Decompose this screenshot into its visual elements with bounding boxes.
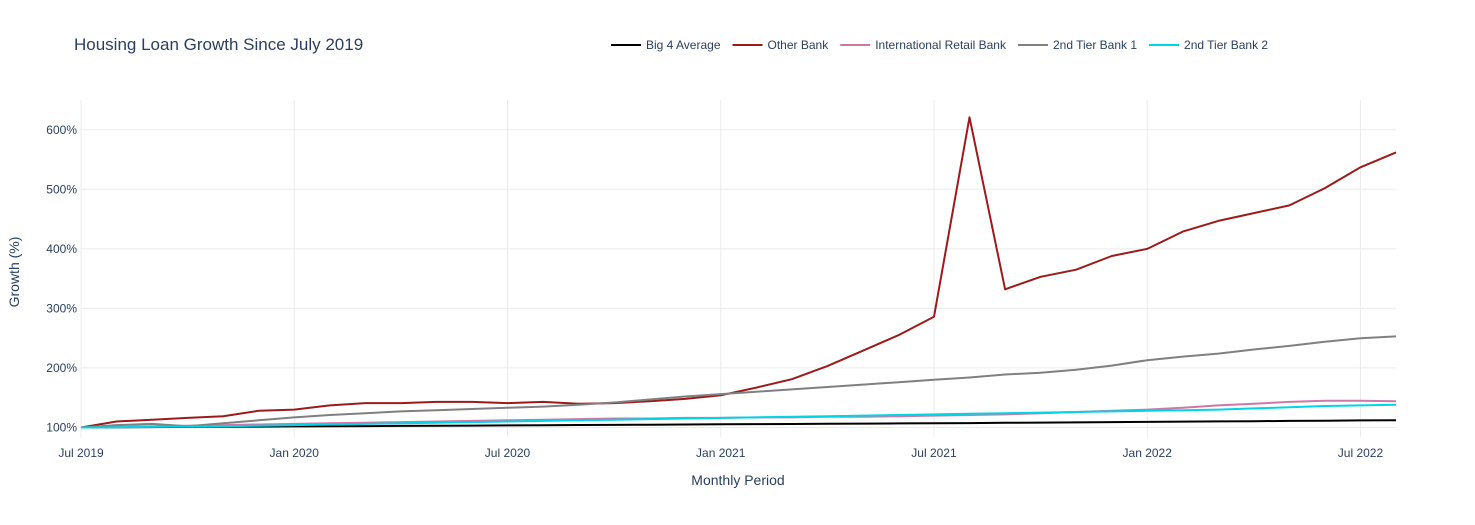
y-tick-label: 500%: [46, 182, 77, 196]
legend-item-2nd-tier-bank-2: 2nd Tier Bank 2: [1149, 38, 1268, 52]
legend-label: Other Bank: [768, 38, 830, 52]
x-tick-label: Jul 2019: [58, 446, 104, 460]
y-tick-label: 600%: [46, 123, 77, 137]
y-tick-label: 200%: [46, 361, 77, 375]
x-tick-label: Jul 2020: [485, 446, 531, 460]
legend-item-other-bank: Other Bank: [732, 38, 830, 52]
series-line-2nd-tier-bank-1: [80, 335, 1397, 429]
legend-label: 2nd Tier Bank 2: [1184, 38, 1268, 52]
x-tick-label: Jul 2021: [911, 446, 957, 460]
series-line-big-4-average: [80, 419, 1397, 429]
legend-label: Big 4 Average: [646, 38, 721, 52]
y-axis-ticks: 100% 200% 300% 400% 500% 600%: [46, 123, 77, 435]
y-axis-title: Growth (%): [6, 237, 22, 308]
legend-item-international-retail-bank: International Retail Bank: [840, 38, 1007, 52]
legend-label: International Retail Bank: [875, 38, 1007, 52]
series-lines: [80, 116, 1397, 429]
x-axis-title: Monthly Period: [691, 472, 784, 488]
y-gridlines: [81, 129, 1396, 428]
legend-item-2nd-tier-bank-1: 2nd Tier Bank 1: [1017, 38, 1137, 52]
x-gridlines: [80, 100, 1361, 437]
legend: Big 4 Average Other Bank International Ret…: [611, 38, 1268, 52]
legend-label: 2nd Tier Bank 1: [1053, 38, 1137, 52]
chart-title: Housing Loan Growth Since July 2019: [74, 35, 363, 54]
x-tick-label: Jan 2020: [270, 446, 320, 460]
x-tick-label: Jan 2022: [1123, 446, 1173, 460]
series-line-2nd-tier-bank-2: [80, 403, 1397, 429]
legend-item-big-4-average: Big 4 Average: [611, 38, 721, 52]
y-tick-label: 300%: [46, 301, 77, 315]
x-tick-label: Jan 2021: [696, 446, 746, 460]
y-tick-label: 100%: [46, 420, 77, 434]
series-line-other-bank: [80, 116, 1397, 429]
x-tick-label: Jul 2022: [1338, 446, 1384, 460]
y-tick-label: 400%: [46, 242, 77, 256]
x-axis-ticks: Jul 2019 Jan 2020 Jul 2020 Jan 2021 Jul 2021…: [58, 446, 1383, 460]
